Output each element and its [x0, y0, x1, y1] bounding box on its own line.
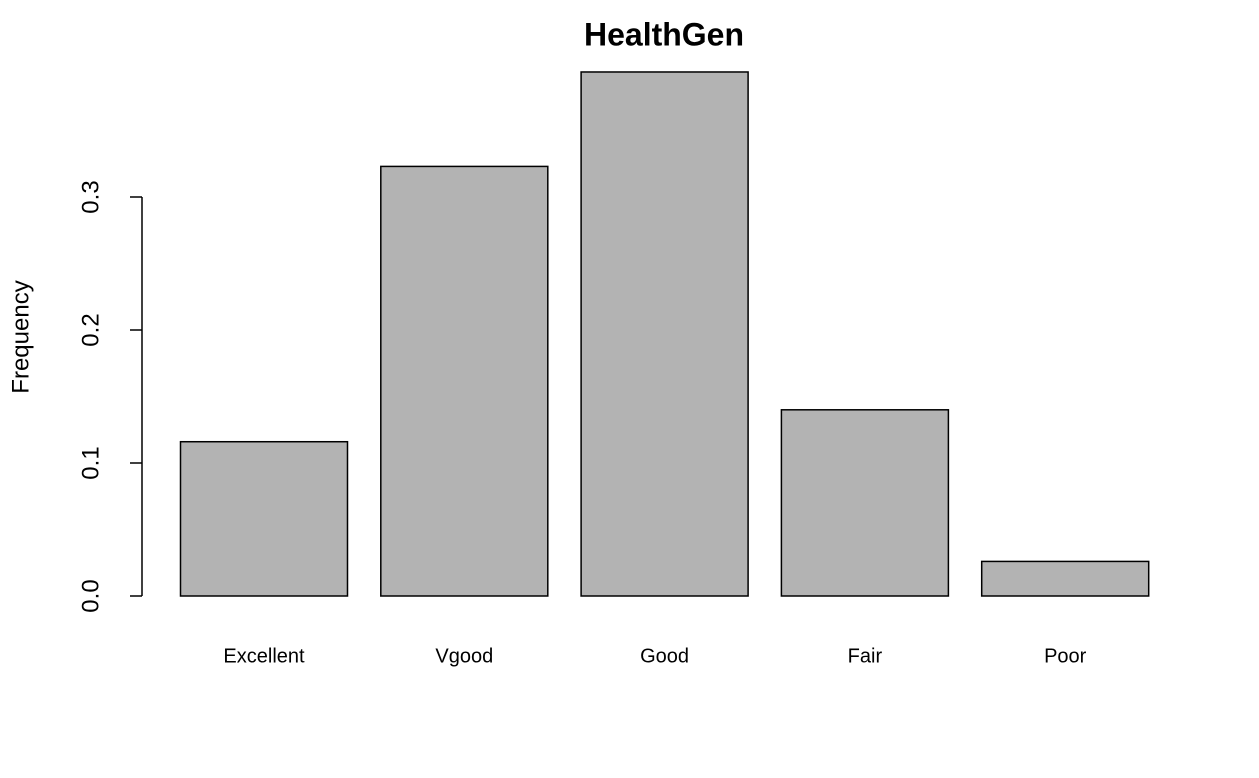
y-tick-label: 0.0: [77, 579, 104, 612]
y-axis-label: Frequency: [7, 280, 34, 393]
x-tick-label: Good: [640, 645, 689, 667]
x-tick-label: Vgood: [435, 645, 493, 667]
bar: [179, 440, 349, 597]
bar: [780, 409, 950, 597]
x-tick-label: Poor: [1044, 645, 1087, 667]
y-tick-label: 0.2: [77, 313, 104, 346]
bar: [380, 165, 549, 597]
chart-title: HealthGen: [584, 16, 744, 52]
x-tick-label: Excellent: [223, 645, 305, 667]
bar: [980, 560, 1150, 597]
bar: [580, 71, 749, 597]
y-tick-label: 0.1: [77, 446, 104, 479]
x-tick-label: Fair: [848, 645, 883, 667]
y-tick-label: 0.3: [77, 180, 104, 213]
